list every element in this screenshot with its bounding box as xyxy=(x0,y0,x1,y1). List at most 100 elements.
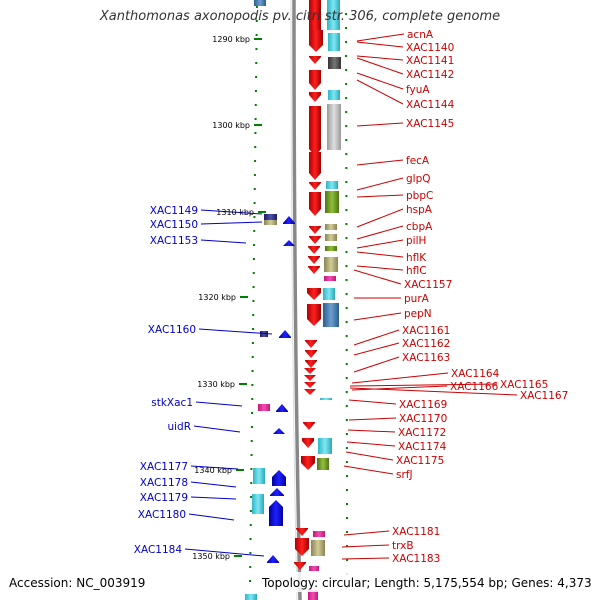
minor-tick xyxy=(345,13,348,15)
minor-tick xyxy=(345,349,348,351)
minor-tick xyxy=(345,69,348,71)
minor-tick xyxy=(345,41,348,43)
reverse-gene-arrow xyxy=(273,428,285,434)
minor-tick xyxy=(249,552,252,554)
reverse-gene-arrow xyxy=(267,555,279,563)
gene-label: XAC1181 xyxy=(392,526,440,538)
minor-tick xyxy=(345,279,348,281)
forward-gene-arrow xyxy=(304,375,316,381)
label-connector xyxy=(356,72,404,90)
minor-tick xyxy=(346,531,349,533)
label-connector xyxy=(347,429,396,433)
label-connector xyxy=(351,372,449,384)
forward-gene-arrow xyxy=(309,226,321,234)
minor-tick xyxy=(255,76,258,78)
minor-tick xyxy=(345,503,348,505)
label-connector xyxy=(343,465,394,475)
gene-label: XAC1175 xyxy=(396,455,444,467)
minor-tick xyxy=(250,468,253,470)
gene-label: purA xyxy=(404,293,430,305)
gene-feature-block xyxy=(320,398,332,400)
ruler-label: 1310 kbp xyxy=(216,208,254,217)
gene-label: hspA xyxy=(406,204,433,216)
gene-label: pilH xyxy=(406,235,426,247)
minor-tick xyxy=(250,454,253,456)
gene-label: XAC1180 xyxy=(138,509,186,521)
minor-tick xyxy=(345,209,348,211)
gene-feature-block xyxy=(324,276,336,281)
minor-tick xyxy=(252,314,255,316)
gene-feature-block xyxy=(325,246,337,251)
gene-label: XAC1170 xyxy=(399,413,447,425)
minor-tick xyxy=(345,111,348,113)
reverse-gene-arrow xyxy=(283,240,295,246)
gene-feature-layer xyxy=(245,0,341,600)
gene-label: XAC1177 xyxy=(140,461,188,473)
ruler-label: 1290 kbp xyxy=(212,35,250,44)
minor-tick xyxy=(255,34,258,36)
minor-tick xyxy=(254,146,257,148)
forward-gene-arrow xyxy=(303,422,315,430)
forward-gene-arrow xyxy=(309,56,321,64)
forward-gene-arrow xyxy=(309,106,321,156)
label-connector xyxy=(341,544,390,548)
gene-label: hflC xyxy=(406,265,427,277)
gene-label: stkXac1 xyxy=(151,397,193,409)
reverse-gene-arrow xyxy=(276,404,288,412)
minor-tick xyxy=(345,293,348,295)
genome-backbone xyxy=(290,0,302,600)
genome-stats-text: Topology: circular; Length: 5,175,554 bp… xyxy=(262,576,592,590)
forward-gene-arrow xyxy=(304,389,316,395)
label-connector xyxy=(356,33,405,42)
minor-tick xyxy=(345,461,348,463)
label-connector xyxy=(200,239,247,244)
minor-tick xyxy=(345,195,348,197)
gene-feature-block xyxy=(264,220,277,225)
label-connector xyxy=(356,159,404,166)
minor-tick xyxy=(345,419,348,421)
minor-tick xyxy=(346,545,349,547)
minor-tick xyxy=(253,174,256,176)
minor-tick xyxy=(251,384,254,386)
gene-label: XAC1150 xyxy=(150,219,198,231)
ruler-label: 1330 kbp xyxy=(197,380,235,389)
label-connector xyxy=(356,57,404,75)
forward-gene-arrow xyxy=(296,528,308,536)
gene-feature-block xyxy=(324,257,338,272)
gene-label: XAC1184 xyxy=(134,544,183,556)
gene-feature-block xyxy=(254,0,266,6)
gene-label: pbpC xyxy=(406,190,433,202)
forward-gene-arrow xyxy=(309,0,321,30)
label-connector xyxy=(353,269,402,285)
gene-label: XAC1162 xyxy=(402,338,450,350)
forward-gene-arrow xyxy=(309,192,321,216)
gene-feature-block xyxy=(325,191,339,213)
minor-tick xyxy=(251,356,254,358)
label-connector xyxy=(348,399,397,405)
gene-feature-block xyxy=(264,214,277,220)
gene-feature-block xyxy=(327,0,340,30)
gene-feature-block xyxy=(328,33,340,51)
minor-tick xyxy=(252,286,255,288)
gene-label: srfJ xyxy=(396,469,413,481)
minor-tick xyxy=(250,496,253,498)
label-connector xyxy=(190,481,237,488)
label-connector xyxy=(356,208,404,228)
label-connector xyxy=(353,356,400,373)
label-connector xyxy=(200,209,263,215)
gene-feature-block xyxy=(323,303,339,327)
forward-gene-arrow xyxy=(309,182,321,190)
gene-feature-block xyxy=(313,531,325,537)
minor-tick xyxy=(345,167,348,169)
label-connector xyxy=(188,513,235,521)
minor-tick xyxy=(249,538,252,540)
gene-label: XAC1163 xyxy=(402,352,450,364)
minor-tick xyxy=(254,90,257,92)
minor-tick xyxy=(249,524,252,526)
label-connector xyxy=(356,177,404,191)
ruler-label: 1350 kbp xyxy=(192,552,230,561)
minor-tick xyxy=(250,440,253,442)
reverse-gene-arrow xyxy=(279,330,291,338)
forward-gene-arrow xyxy=(308,246,320,254)
minor-tick xyxy=(345,377,348,379)
